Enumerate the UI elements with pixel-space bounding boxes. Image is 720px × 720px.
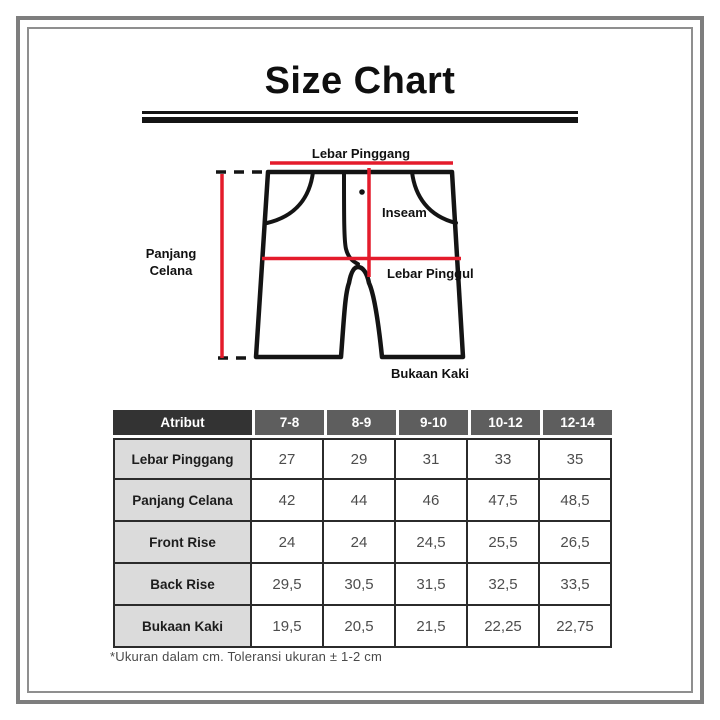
size-value-cell: 26,5: [540, 522, 612, 564]
divider-thin-line: [142, 111, 578, 114]
size-value-cell: 19,5: [252, 606, 324, 648]
size-value-cell: 30,5: [324, 564, 396, 606]
size-header-cell: 12-14: [540, 410, 612, 438]
size-header-cell: 8-9: [324, 410, 396, 438]
size-header-cell: 9-10: [396, 410, 468, 438]
hip-label: Lebar Pinggul: [387, 266, 474, 281]
length-label-line2: Celana: [149, 263, 193, 278]
size-table: Atribut 7-8 8-9 9-10 10-12 12-14 Lebar Pingga…: [113, 410, 612, 648]
waist-label: Lebar Pinggang: [311, 146, 411, 161]
table-row: Front Rise 24 24 24,5 25,5 26,5: [113, 522, 612, 564]
size-value-cell: 29,5: [252, 564, 324, 606]
table-row: Panjang Celana 42 44 46 47,5 48,5: [113, 480, 612, 522]
attribute-label-cell: Back Rise: [113, 564, 252, 606]
page-title: Size Chart: [264, 60, 456, 102]
size-value-cell: 22,75: [540, 606, 612, 648]
attribute-label-cell: Bukaan Kaki: [113, 606, 252, 648]
attribute-label-cell: Lebar Pinggang: [113, 438, 252, 480]
size-value-cell: 25,5: [468, 522, 540, 564]
table-row: Bukaan Kaki 19,5 20,5 21,5 22,25 22,75: [113, 606, 612, 648]
size-value-cell: 47,5: [468, 480, 540, 522]
size-value-cell: 35: [540, 438, 612, 480]
size-value-cell: 48,5: [540, 480, 612, 522]
size-value-cell: 22,25: [468, 606, 540, 648]
size-value-cell: 24: [252, 522, 324, 564]
size-value-cell: 24,5: [396, 522, 468, 564]
fly-seam-line: [342, 170, 360, 266]
length-label: Panjang Celana: [131, 245, 211, 279]
table-row: Lebar Pinggang 27 29 31 33 35: [113, 438, 612, 480]
table-header-row: Atribut 7-8 8-9 9-10 10-12 12-14: [113, 410, 612, 438]
size-value-cell: 20,5: [324, 606, 396, 648]
size-value-cell: 44: [324, 480, 396, 522]
left-pocket-line: [265, 170, 315, 225]
size-value-cell: 24: [324, 522, 396, 564]
size-header-cell: 10-12: [468, 410, 540, 438]
size-value-cell: 32,5: [468, 564, 540, 606]
size-tolerance-note: *Ukuran dalam cm. Toleransi ukuran ± 1-2…: [110, 649, 382, 664]
table-body: Lebar Pinggang 27 29 31 33 35 Panjang Celana 42…: [113, 438, 612, 648]
outer-frame-border: [16, 16, 704, 704]
table-row: Back Rise 29,5 30,5 31,5 32,5 33,5: [113, 564, 612, 606]
attribute-header-cell: Atribut: [113, 410, 252, 438]
shorts-outline: [253, 169, 466, 360]
waist-button-dot: [359, 189, 365, 195]
size-header-cell: 7-8: [252, 410, 324, 438]
divider-thick-line: [142, 117, 578, 123]
title-divider: [142, 111, 578, 123]
inseam-label: Inseam: [382, 205, 427, 220]
size-value-cell: 21,5: [396, 606, 468, 648]
size-value-cell: 29: [324, 438, 396, 480]
size-value-cell: 31: [396, 438, 468, 480]
size-value-cell: 27: [252, 438, 324, 480]
size-value-cell: 33,5: [540, 564, 612, 606]
length-label-line1: Panjang: [145, 246, 197, 261]
size-value-cell: 33: [468, 438, 540, 480]
size-value-cell: 46: [396, 480, 468, 522]
attribute-label-cell: Front Rise: [113, 522, 252, 564]
size-value-cell: 31,5: [396, 564, 468, 606]
right-pocket-line: [410, 170, 458, 225]
size-value-cell: 42: [252, 480, 324, 522]
leg-opening-label: Bukaan Kaki: [391, 366, 470, 381]
attribute-label-cell: Panjang Celana: [113, 480, 252, 522]
inner-frame-border: [27, 27, 693, 693]
